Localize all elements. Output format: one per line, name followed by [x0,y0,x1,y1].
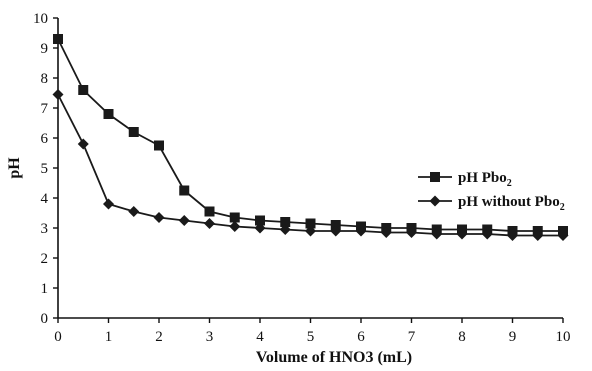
data-point [254,222,266,234]
legend-label: pH without Pbo2 [458,194,565,213]
x-tick-label: 8 [458,329,466,345]
legend-item: pH without Pbo2 [418,194,565,213]
data-point [128,206,140,217]
legend-label: pH Pbo2 [458,170,512,189]
data-point [481,228,493,240]
data-point [330,225,342,237]
data-point [431,228,443,240]
x-tick-label: 2 [155,329,163,345]
data-point [78,85,89,95]
data-point [280,217,291,227]
data-point [179,185,190,196]
y-tick-label: 0 [41,311,49,327]
data-point [103,198,114,210]
data-point [330,220,341,230]
axes [57,18,563,319]
legend-item: pH Pbo2 [418,170,512,189]
data-point [279,224,291,235]
x-axis-title: Volume of HNO3 (mL) [256,349,412,366]
y-tick-label: 2 [41,251,49,267]
data-point [507,230,518,241]
x-tick-label: 4 [256,329,264,345]
x-tick-label: 10 [556,329,571,345]
data-point [355,225,367,237]
data-point [153,212,165,223]
data-point [103,109,114,119]
data-point [77,138,89,150]
data-point [229,221,241,232]
data-point [52,89,64,100]
y-axis-title: pH [6,157,23,179]
x-axis-ticks: 0 1 2 3 4 5 6 7 8 9 10 [54,318,571,345]
data-point [532,230,544,241]
data-point [53,34,63,44]
data-point [305,225,316,237]
y-tick-label: 10 [33,11,48,27]
y-tick-label: 7 [41,101,49,117]
x-tick-label: 5 [307,329,315,345]
y-tick-label: 3 [41,221,49,237]
y-tick-label: 8 [41,71,49,87]
data-point [229,212,240,223]
y-tick-label: 4 [41,191,49,207]
data-point [128,127,139,137]
legend-marker [430,172,440,182]
data-point [204,218,215,229]
y-axis-ticks: 0 1 2 3 4 5 6 7 8 9 10 [33,11,58,327]
x-tick-label: 3 [206,329,214,345]
y-tick-label: 6 [41,131,49,147]
legend: pH Pbo2 pH without Pbo2 [418,170,565,213]
x-tick-label: 1 [105,329,113,345]
series-ph-without-pbo2 [52,89,569,241]
data-point [178,215,190,226]
data-point [456,228,468,240]
x-tick-label: 7 [408,329,416,345]
data-point [305,218,316,229]
legend-marker [429,195,441,207]
data-point [204,206,215,217]
data-point [255,215,265,226]
series-layer [52,34,569,241]
data-point [406,227,417,238]
x-tick-label: 9 [509,329,517,345]
data-point [380,227,392,238]
y-tick-label: 5 [41,161,49,177]
x-tick-label: 6 [357,329,365,345]
y-tick-label: 1 [41,281,49,297]
data-point [154,140,164,151]
x-tick-label: 0 [54,329,62,345]
y-tick-label: 9 [41,41,49,57]
data-point [557,230,569,241]
